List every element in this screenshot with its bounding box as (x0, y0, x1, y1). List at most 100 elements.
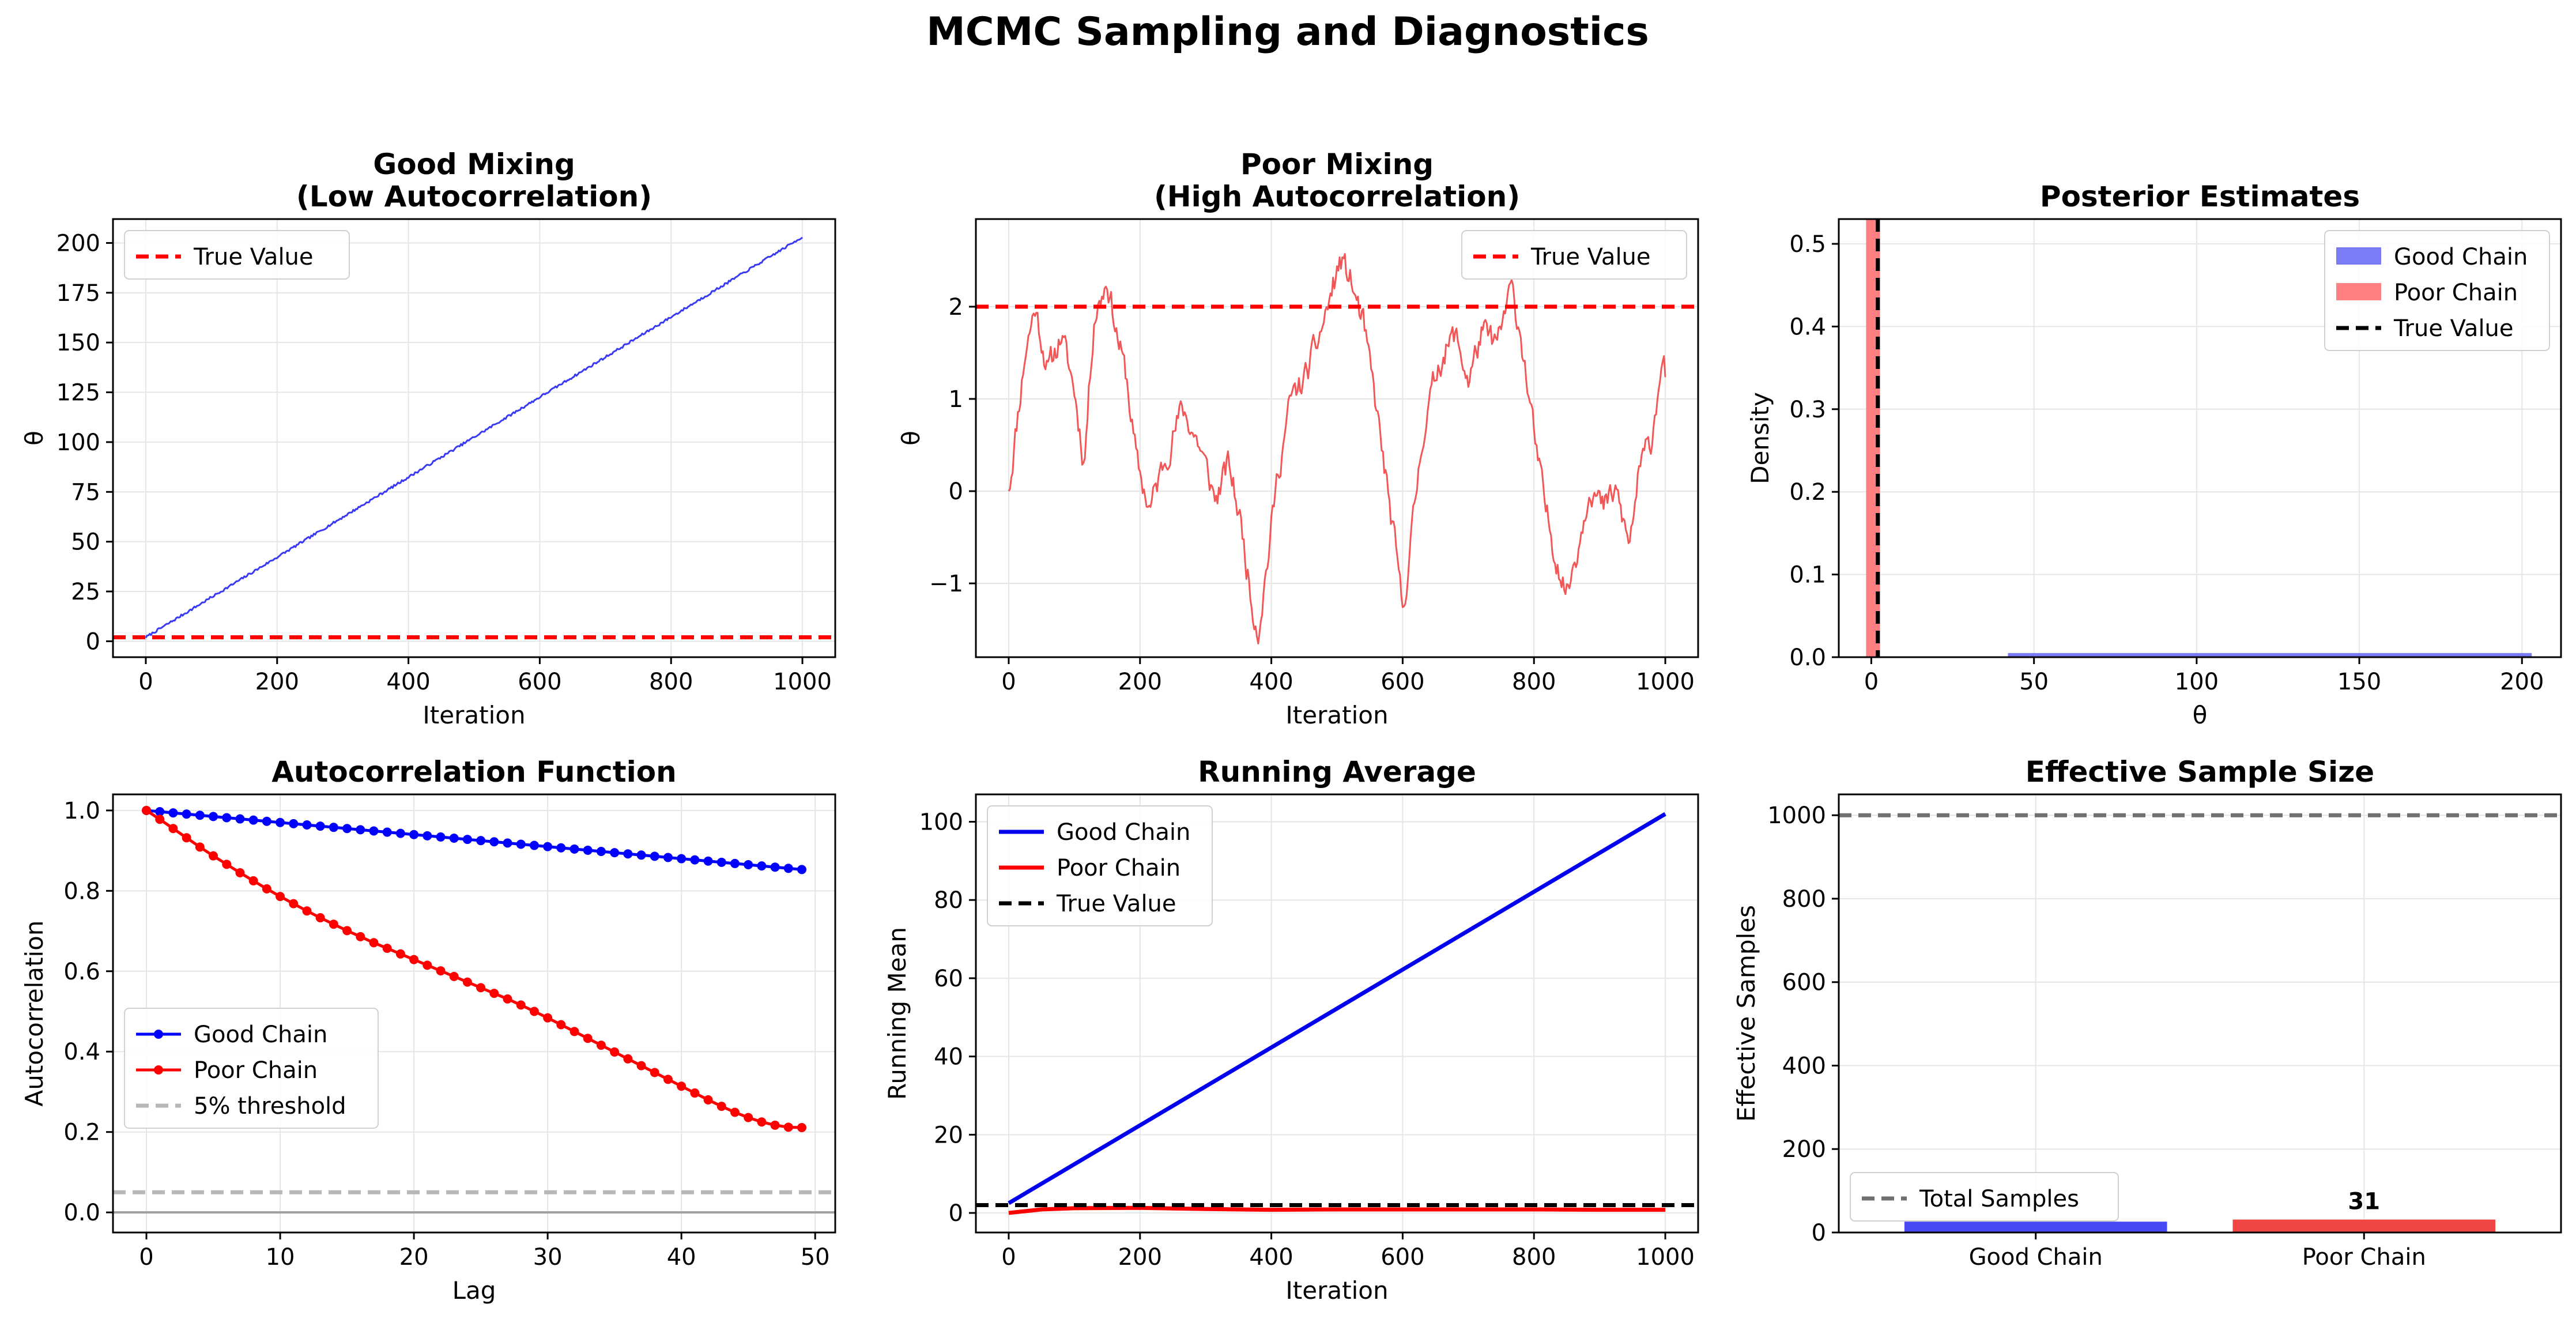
y-tick-label: 50 (71, 529, 100, 556)
y-tick-label: 0.1 (1789, 562, 1826, 589)
x-tick-label: Good Chain (1969, 1244, 2103, 1271)
plot-area (976, 812, 1698, 1215)
data-point-poor-chain (315, 913, 325, 923)
data-point-poor-chain (703, 1095, 713, 1105)
data-point-good-chain (543, 842, 553, 851)
series-line-good-mixing (145, 236, 803, 639)
data-point-good-chain (262, 816, 271, 826)
x-tick-label: 1000 (773, 669, 832, 695)
data-point-poor-chain (462, 977, 472, 987)
data-point-good-chain (596, 847, 606, 857)
legend-label: 5% threshold (194, 1093, 346, 1120)
data-point-good-chain (436, 832, 446, 842)
legend: Good Chain Poor Chain 5% threshold (124, 1008, 379, 1129)
y-tick-label: 20 (934, 1122, 963, 1148)
plot-area (1839, 813, 2561, 1232)
data-point-good-chain (168, 808, 178, 818)
y-tick-label: 200 (56, 230, 100, 257)
bar-value-label: 31 (2348, 1189, 2380, 1215)
y-tick-label: 1 (949, 386, 963, 413)
data-point-good-chain (770, 862, 780, 872)
data-point-poor-chain (329, 919, 338, 929)
data-point-poor-chain (730, 1107, 740, 1117)
plot-area (113, 805, 835, 1214)
axes-frame (112, 218, 836, 658)
x-tick-label: 50 (2019, 669, 2049, 695)
panel-title: Posterior Estimates (2040, 180, 2360, 213)
data-point-good-chain (744, 860, 753, 870)
data-point-good-chain (382, 827, 392, 837)
y-tick-label: −1 (929, 571, 963, 597)
legend-label: Poor Chain (194, 1057, 318, 1084)
x-axis-label: Iteration (1285, 701, 1388, 729)
x-tick-label: 40 (667, 1244, 696, 1271)
data-point-poor-chain (610, 1047, 620, 1057)
legend-marker (154, 1030, 163, 1039)
y-tick-label: 200 (1782, 1136, 1826, 1163)
data-point-good-chain (342, 824, 352, 834)
data-point-poor-chain (248, 876, 258, 885)
panel-title: (High Autocorrelation) (1154, 180, 1520, 213)
data-point-poor-chain (382, 944, 392, 953)
bar-good-chain (1904, 1222, 2167, 1232)
grid-lines (1839, 794, 2561, 1233)
y-tick-label: 800 (1782, 886, 1826, 913)
data-point-good-chain (610, 848, 620, 858)
axis-ticks: 0 200 400 600 800 1000 0 25 50 75 100 125 150 175 200 (56, 230, 832, 695)
x-tick-label: 0 (1864, 669, 1879, 695)
axes-frame (1838, 793, 2562, 1234)
legend-label: Poor Chain (1057, 855, 1180, 881)
data-point-poor-chain (516, 1000, 526, 1010)
legend: Good Chain Poor Chain True Value (987, 805, 1213, 926)
y-tick-label: 0.6 (63, 959, 100, 985)
y-tick-label: 1000 (1767, 802, 1826, 829)
x-axis-label: Iteration (423, 701, 525, 729)
y-tick-label: 75 (71, 479, 100, 506)
data-point-poor-chain (783, 1122, 793, 1132)
data-point-poor-chain (690, 1088, 700, 1098)
grid-lines (976, 219, 1698, 657)
data-point-good-chain (690, 855, 700, 865)
data-point-poor-chain (356, 932, 365, 941)
panel-poor-mixing: 0 200 400 600 800 1000 −1 0 1 2 Poor Mixing(High A… (897, 148, 1699, 729)
y-axis-label: θ (20, 431, 48, 446)
data-point-poor-chain (276, 892, 285, 902)
data-point-good-chain (302, 820, 312, 830)
x-tick-label: 100 (2175, 669, 2219, 695)
data-point-poor-chain (395, 949, 405, 959)
x-tick-label: 1000 (1636, 669, 1695, 695)
series-line-poor-chain (1008, 1205, 1666, 1215)
data-point-good-chain (395, 828, 405, 838)
legend-swatch (2336, 247, 2381, 265)
legend-marker (154, 1065, 163, 1075)
series-line-good-chain (1008, 812, 1666, 1205)
x-tick-label: 10 (266, 1244, 295, 1271)
y-tick-label: 60 (934, 966, 963, 992)
legend-label: Good Chain (2394, 244, 2528, 270)
x-tick-label: 400 (386, 669, 430, 695)
data-point-poor-chain (409, 955, 419, 964)
data-point-poor-chain (142, 805, 152, 815)
data-point-good-chain (703, 856, 713, 866)
data-point-poor-chain (289, 899, 299, 909)
y-axis-label: Effective Samples (1732, 905, 1760, 1122)
panel-acf: 0 10 20 30 40 50 0.0 0.2 0.4 0.6 0.8 1.0 Autocorrela… (20, 755, 836, 1305)
data-point-good-chain (663, 853, 673, 862)
legend: Good Chain Poor Chain True Value (2324, 230, 2550, 351)
x-tick-label: 800 (1512, 1244, 1556, 1271)
figure-title: MCMC Sampling and Diagnostics (926, 9, 1649, 55)
y-tick-label: 0 (86, 628, 100, 655)
panel-good-mixing: 0 200 400 600 800 1000 0 25 50 75 100 125 150 175 200 G… (20, 148, 836, 729)
data-point-good-chain (369, 826, 379, 836)
data-point-poor-chain (556, 1020, 566, 1030)
data-point-good-chain (182, 809, 191, 819)
panel-title: Running Average (1198, 755, 1476, 789)
data-point-good-chain (730, 858, 740, 868)
data-point-poor-chain (503, 994, 512, 1004)
y-tick-label: 0.8 (63, 878, 100, 904)
y-tick-label: 0 (949, 1200, 963, 1227)
x-tick-label: 30 (533, 1244, 563, 1271)
axis-ticks: 0 200 400 600 800 1000 0 20 40 60 80 100 (919, 809, 1695, 1271)
x-tick-label: 0 (1001, 1244, 1016, 1271)
